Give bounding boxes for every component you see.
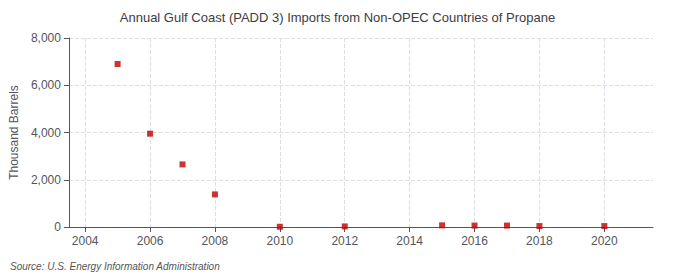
svg-text:2018: 2018 — [526, 234, 553, 248]
svg-text:2012: 2012 — [331, 234, 358, 248]
svg-text:8,000: 8,000 — [31, 31, 61, 45]
svg-text:6,000: 6,000 — [31, 78, 61, 92]
svg-text:2,000: 2,000 — [31, 173, 61, 187]
svg-text:2014: 2014 — [396, 234, 423, 248]
svg-text:0: 0 — [54, 220, 61, 234]
svg-text:Annual Gulf Coast (PADD 3) Imp: Annual Gulf Coast (PADD 3) Imports from … — [120, 10, 555, 25]
svg-text:Source: U.S. Energy Informatio: Source: U.S. Energy Information Administ… — [10, 261, 220, 272]
svg-text:2004: 2004 — [72, 234, 99, 248]
svg-text:2008: 2008 — [202, 234, 229, 248]
svg-text:Thousand Barrels: Thousand Barrels — [7, 85, 21, 180]
svg-text:2010: 2010 — [266, 234, 293, 248]
svg-text:2020: 2020 — [591, 234, 618, 248]
svg-text:2016: 2016 — [461, 234, 488, 248]
svg-text:4,000: 4,000 — [31, 126, 61, 140]
svg-text:2006: 2006 — [137, 234, 164, 248]
